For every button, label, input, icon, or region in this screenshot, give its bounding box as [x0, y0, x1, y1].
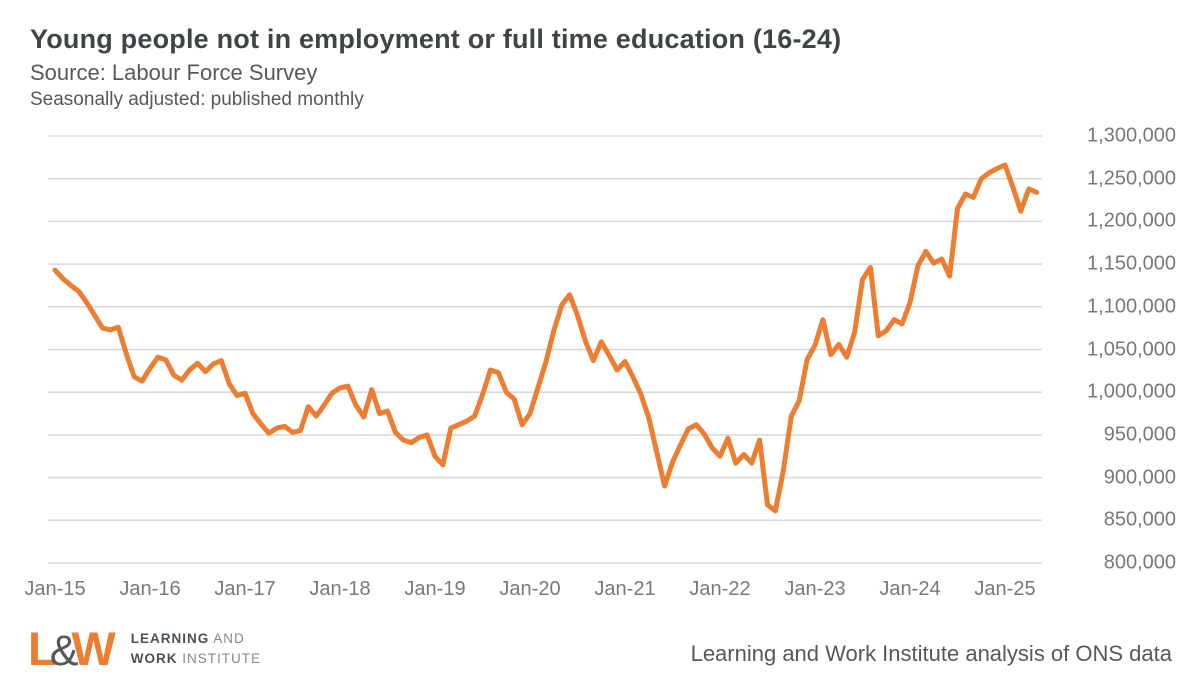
x-tick-label: Jan-20	[499, 578, 561, 600]
x-tick-label: Jan-21	[594, 578, 656, 600]
x-tick-label: Jan-25	[974, 578, 1036, 600]
x-tick-label: Jan-19	[404, 578, 466, 600]
logo-text-learning: LEARNING	[130, 631, 210, 647]
x-tick-label: Jan-18	[309, 578, 371, 600]
logo-letter-w: W	[71, 622, 116, 675]
logo-text-line1: LEARNING AND	[131, 629, 261, 649]
logo-text-institute: INSTITUTE	[177, 651, 262, 666]
y-tick-label: 1,050,000	[1087, 338, 1176, 360]
y-tick-label: 1,000,000	[1087, 380, 1176, 403]
logo-ampersand: &	[49, 627, 79, 675]
chart-source: Source: Labour Force Survey	[30, 60, 318, 85]
footer: L & W LEARNING AND WORK INSTITUTE Learni…	[0, 619, 1200, 677]
y-tick-label: 1,100,000	[1087, 295, 1176, 318]
attribution-text: Learning and Work Institute analysis of …	[690, 641, 1172, 666]
y-tick-label: 1,300,000	[1087, 124, 1176, 147]
y-tick-label: 800,000	[1103, 551, 1176, 574]
chart-note: Seasonally adjusted: published monthly	[30, 89, 364, 110]
y-tick-label: 1,200,000	[1087, 209, 1176, 232]
lw-logo-text: LEARNING AND WORK INSTITUTE	[131, 629, 261, 668]
x-tick-label: Jan-23	[784, 578, 846, 600]
neet-data-line	[52, 162, 1040, 514]
y-tick-label: 950,000	[1103, 423, 1176, 446]
logo-letter-l: L	[28, 622, 57, 675]
lw-logo-mark: L & W	[28, 625, 116, 673]
y-tick-label: 1,150,000	[1087, 252, 1176, 275]
logo-text-and: AND	[209, 631, 245, 647]
chart-title: Young people not in employment or full t…	[30, 24, 842, 54]
x-tick-label: Jan-15	[24, 578, 86, 600]
lw-logo: L & W LEARNING AND WORK INSTITUTE	[28, 625, 261, 673]
x-tick-label: Jan-17	[214, 578, 276, 600]
y-tick-label: 850,000	[1103, 508, 1176, 531]
y-tick-label: 1,250,000	[1087, 167, 1176, 190]
x-tick-label: Jan-16	[119, 578, 181, 600]
y-tick-label: 900,000	[1103, 466, 1176, 489]
x-tick-label: Jan-24	[879, 578, 941, 600]
x-tick-label: Jan-22	[689, 578, 751, 600]
logo-text-line2: WORK INSTITUTE	[131, 649, 261, 669]
logo-text-work: WORK	[130, 651, 178, 666]
